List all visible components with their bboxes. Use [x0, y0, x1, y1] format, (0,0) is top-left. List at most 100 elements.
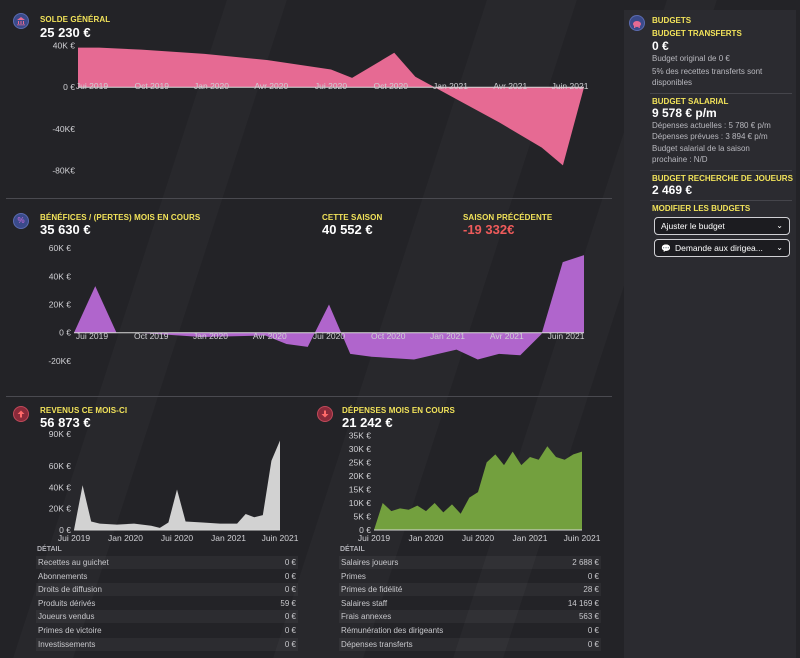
revenus-x-tick-label: Juin 2021	[262, 533, 299, 543]
depenses-detail-label: Primes de fidélité	[341, 585, 403, 595]
depenses-panel: DÉPENSES MOIS EN COURS 21 242 € 35K € 30K…	[308, 398, 614, 658]
benefices-x-tick-label: Jan 2020	[193, 331, 228, 341]
solde-x-tick-label: Avr 2020	[254, 81, 288, 91]
depenses-detail-row: Salaires staff 14 169 €	[339, 597, 601, 610]
revenus-x-tick-label: Jui 2019	[58, 533, 90, 543]
solde-x-tick-label: Jui 2020	[315, 81, 347, 91]
salary-budget-value: 9 578 € p/m	[652, 106, 717, 120]
depenses-y-tick-label: 20K €	[349, 471, 371, 481]
benefices-chart: 60K € 40K € 20K € 0 € -20K€ Jui 2019 Oct 2019 J…	[48, 243, 584, 366]
benefices-x-tick-label: Jui 2020	[313, 331, 345, 341]
depenses-x-tick-label: Juin 2021	[564, 533, 601, 543]
depenses-detail-value: 0 €	[587, 571, 599, 581]
salary-planned-note: Dépenses prévues : 3 894 € p/m	[652, 132, 768, 141]
revenus-detail-value: 0 €	[284, 571, 296, 581]
solde-x-tick-label: Juin 2021	[552, 81, 589, 91]
bank-icon	[13, 13, 29, 29]
board-request-button[interactable]: 💬 Demande aux dirigea... ⌄	[654, 239, 790, 257]
previous-season-value: -19 332€	[463, 222, 515, 237]
previous-season-title: SAISON PRÉCÉDENTE	[463, 213, 553, 222]
depenses-detail-label: Frais annexes	[341, 612, 392, 622]
revenus-detail-row: Droits de diffusion 0 €	[36, 583, 298, 597]
scouting-budget-value: 2 469 €	[652, 183, 693, 197]
revenus-detail-row: Abonnements 0 €	[36, 570, 298, 583]
benefices-x-tick-label: Avr 2021	[490, 331, 524, 341]
revenus-title: REVENUS CE MOIS-CI	[40, 406, 128, 415]
divider	[6, 198, 612, 199]
depenses-detail-row: Frais annexes 563 €	[339, 610, 601, 624]
chevron-down-icon: ⌄	[776, 243, 783, 252]
transfer-budget-value: 0 €	[652, 39, 669, 53]
depenses-value: 21 242 €	[342, 415, 393, 430]
revenus-detail-title: DÉTAIL	[37, 546, 62, 553]
revenus-x-tick-label: Jan 2021	[211, 533, 246, 543]
salary-current-note: Dépenses actuelles : 5 780 € p/m	[652, 121, 771, 130]
depenses-detail-label: Salaires joueurs	[341, 558, 399, 567]
depenses-y-tick-label: 5K €	[354, 511, 372, 521]
arrow-up-icon	[13, 406, 29, 422]
depenses-y-tick-label: 25K €	[349, 457, 371, 467]
benefices-y-tick-label: -20K€	[48, 356, 71, 366]
revenus-detail-value: 0 €	[284, 639, 296, 649]
salary-next-season-note: Budget salarial de la saison prochaine :…	[652, 144, 750, 164]
revenus-detail-label: Produits dérivés	[38, 598, 96, 608]
profit-icon: %	[13, 213, 29, 229]
revenus-detail-value: 0 €	[284, 612, 296, 622]
solde-title: SOLDE GÉNÉRAL	[40, 15, 111, 24]
depenses-detail-value: 0 €	[587, 626, 599, 635]
arrow-down-icon	[317, 406, 333, 422]
depenses-detail-row: Primes de fidélité 28 €	[339, 583, 601, 597]
board-request-label: Demande aux dirigea...	[674, 243, 763, 253]
budgets-title: BUDGETS	[652, 16, 692, 25]
solde-y-tick-label: -40K€	[52, 124, 75, 134]
solde-y-tick-label: 40K €	[53, 41, 75, 51]
divider	[650, 93, 792, 94]
depenses-detail-value: 14 169 €	[567, 598, 599, 608]
season-value: 40 552 €	[322, 222, 373, 237]
revenus-value: 56 873 €	[40, 415, 91, 430]
benefices-x-tick-label: Jan 2021	[430, 331, 465, 341]
modify-budgets-title: MODIFIER LES BUDGETS	[652, 204, 751, 213]
depenses-detail-value: 28 €	[583, 585, 599, 595]
depenses-detail-row: Rémunération des dirigeants 0 €	[339, 624, 601, 637]
benefices-y-tick-label: 60K €	[49, 243, 71, 253]
revenus-x-tick-label: Jui 2020	[161, 533, 193, 543]
benefices-x-tick-label: Avr 2020	[253, 331, 287, 341]
depenses-detail-value: 0 €	[587, 639, 599, 649]
depenses-y-tick-label: 30K €	[349, 444, 371, 454]
depenses-x-tick-label: Jui 2019	[358, 533, 390, 543]
divider	[6, 396, 612, 397]
divider	[650, 170, 792, 171]
transfer-budget-note: 5% des recettes transferts sont disponib…	[652, 67, 763, 87]
transfer-budget-title: BUDGET TRANSFERTS	[652, 29, 742, 38]
adjust-budget-button[interactable]: Ajuster le budget ⌄	[654, 217, 790, 235]
depenses-detail-label: Rémunération des dirigeants	[341, 626, 444, 635]
benefices-area	[74, 255, 584, 360]
revenus-detail-label: Droits de diffusion	[38, 585, 102, 595]
budgets-sidebar: BUDGETS BUDGET TRANSFERTS 0 € Budget ori…	[624, 10, 796, 658]
depenses-x-tick-label: Jui 2020	[462, 533, 494, 543]
depenses-detail-label: Salaires staff	[341, 598, 388, 608]
depenses-chart: 35K €30K €25K €20K €15K €10K €5K €0 €Jui…	[349, 430, 601, 543]
benefices-x-tick-label: Jui 2019	[76, 331, 108, 341]
revenus-detail-value: 59 €	[280, 598, 296, 608]
depenses-x-tick-label: Jan 2021	[513, 533, 548, 543]
scouting-budget-title: BUDGET RECHERCHE DE JOUEURS	[652, 174, 793, 183]
revenus-detail-label: Joueurs vendus	[38, 612, 95, 622]
depenses-detail-label: Primes	[341, 571, 366, 581]
revenus-y-tick-label: 0 €	[59, 525, 71, 535]
revenus-detail-value: 0 €	[284, 558, 296, 567]
depenses-y-tick-label: 10K €	[349, 498, 371, 508]
revenus-x-tick-label: Jan 2020	[108, 533, 143, 543]
solde-x-tick-label: Jan 2021	[433, 81, 468, 91]
revenus-y-tick-label: 90K €	[49, 429, 71, 439]
depenses-detail-row: Dépenses transferts 0 €	[339, 637, 601, 651]
benefices-x-tick-label: Oct 2020	[371, 331, 406, 341]
benefices-value: 35 630 €	[40, 222, 91, 237]
revenus-detail-label: Abonnements	[38, 571, 88, 581]
depenses-detail-label: Dépenses transferts	[341, 639, 413, 649]
solde-x-tick-label: Oct 2020	[374, 81, 409, 91]
season-title: CETTE SAISON	[322, 213, 383, 222]
revenus-detail-label: Recettes au guichet	[38, 558, 109, 567]
revenus-detail-label: Investissements	[38, 639, 96, 649]
